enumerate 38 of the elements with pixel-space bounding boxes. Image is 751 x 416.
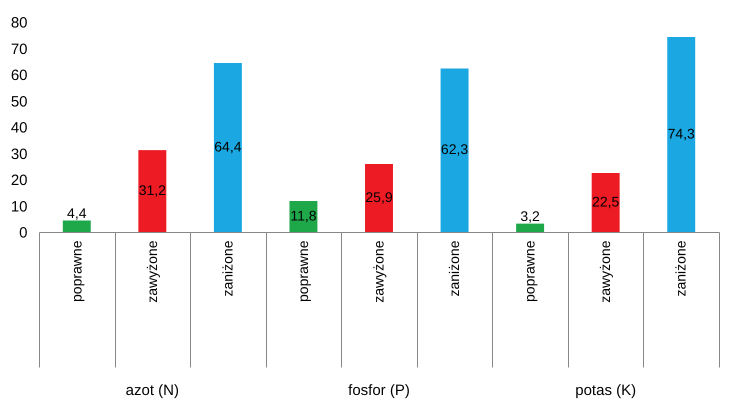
text: azot (N): [126, 382, 180, 399]
y-tick-label: 50: [10, 93, 28, 110]
data-label: 74,3: [668, 125, 696, 142]
x-tick-label: zawyżone: [144, 240, 160, 303]
bar: [214, 62, 242, 232]
x-tick-label: poprawne: [294, 240, 311, 302]
x-tick-label: zawyżone: [597, 240, 614, 303]
x-tick-label: zaniżone: [446, 240, 462, 297]
y-tick-label: 40: [10, 120, 28, 136]
bar: [440, 68, 469, 232]
data-label: 22,5: [592, 193, 620, 210]
bar: [667, 36, 696, 232]
bar: [592, 172, 620, 232]
x-tick-label: zawyżone: [370, 240, 386, 303]
x-tick-label: zaniżone: [219, 240, 236, 297]
y-tick-label: 30: [10, 146, 28, 163]
bar: [516, 224, 544, 232]
data-label: 64,4: [214, 138, 242, 154]
x-tick-label: poprawne: [522, 240, 538, 302]
text: fosfor (P): [348, 382, 410, 399]
y-tick-label: 0: [19, 224, 28, 242]
text: potas (K): [575, 382, 636, 399]
data-label: 4,4: [67, 204, 87, 221]
y-tick-label: 80: [10, 14, 28, 32]
bar: [365, 164, 393, 232]
data-label: 11,8: [290, 208, 317, 224]
x-tick-label: poprawne: [68, 240, 84, 302]
data-label: 62,3: [440, 141, 468, 158]
data-label: 31,2: [138, 182, 166, 198]
y-tick-label: 10: [10, 198, 28, 216]
y-tick-label: 60: [10, 67, 28, 84]
bar: [62, 220, 91, 232]
bar: [138, 150, 166, 232]
x-tick-label: zaniżone: [672, 240, 689, 297]
data-label: 25,9: [365, 189, 393, 206]
y-tick-label: 20: [10, 172, 28, 189]
data-label: 3,2: [520, 208, 540, 224]
y-tick-label: 70: [10, 40, 28, 58]
